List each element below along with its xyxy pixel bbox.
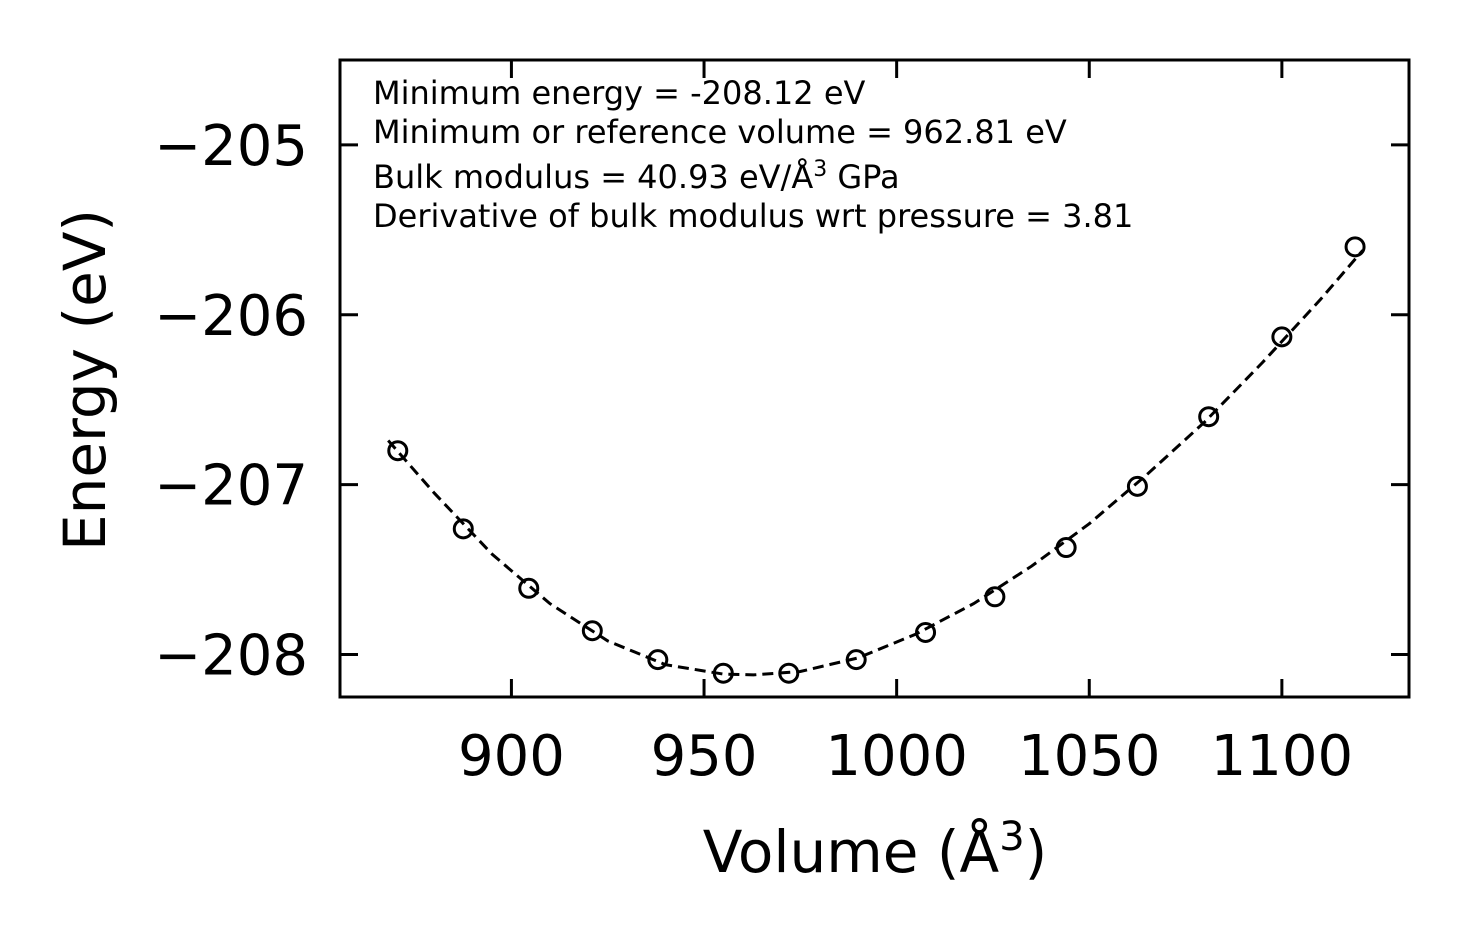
annotation-bulk-derivative: Derivative of bulk modulus wrt pressure … [373, 197, 1133, 235]
data-point [387, 440, 409, 462]
fit-curve [387, 249, 1364, 677]
data-point [452, 518, 474, 540]
data-point [1344, 236, 1366, 258]
data-point [984, 586, 1006, 608]
data-point [778, 662, 800, 684]
y-tick-label: −207 [154, 454, 308, 519]
data-point [518, 577, 540, 599]
y-tick-label: −206 [154, 284, 308, 349]
x-tick-label: 1000 [825, 724, 968, 789]
x-tick-label: 900 [458, 724, 565, 789]
data-point [712, 662, 734, 684]
x-tick-label: 1050 [1018, 724, 1161, 789]
x-axis-label-text: Volume (Å [703, 817, 1000, 886]
data-point [581, 620, 603, 642]
data-points-group [387, 236, 1366, 684]
annotation-bulk-modulus-text: Bulk modulus = 40.93 eV/Å [373, 158, 813, 196]
x-axis-label-end: ) [1025, 818, 1048, 886]
annotation-bulk-modulus: Bulk modulus = 40.93 eV/Å3 GPa [373, 157, 900, 196]
tick-labels: 900 950 1000 1050 1100 −205 −206 −207 −208 [154, 114, 1353, 789]
fit-curve-group [387, 249, 1364, 677]
data-point [1055, 537, 1077, 559]
x-tick-label: 950 [651, 724, 758, 789]
data-point [1271, 326, 1293, 348]
annotation-min-energy: Minimum energy = -208.12 eV [373, 74, 866, 112]
annotation-bulk-modulus-unit: GPa [827, 158, 899, 196]
data-point [915, 621, 937, 643]
y-axis-label: Energy (eV) [51, 209, 119, 551]
data-point [845, 649, 867, 671]
y-tick-label: −205 [154, 114, 308, 179]
x-tick-label: 1100 [1211, 724, 1354, 789]
plot-frame [338, 58, 1411, 699]
data-point [1126, 475, 1148, 497]
annotation-min-volume: Minimum or reference volume = 962.81 eV [373, 113, 1067, 151]
y-tick-label: −208 [154, 624, 308, 689]
x-axis-label-sup: 3 [999, 814, 1024, 860]
x-axis-label: Volume (Å3) [703, 814, 1048, 886]
annotation-bulk-modulus-sup: 3 [813, 157, 827, 182]
data-point [1198, 406, 1220, 428]
axis-ticks [340, 60, 1409, 697]
data-point [647, 649, 669, 671]
